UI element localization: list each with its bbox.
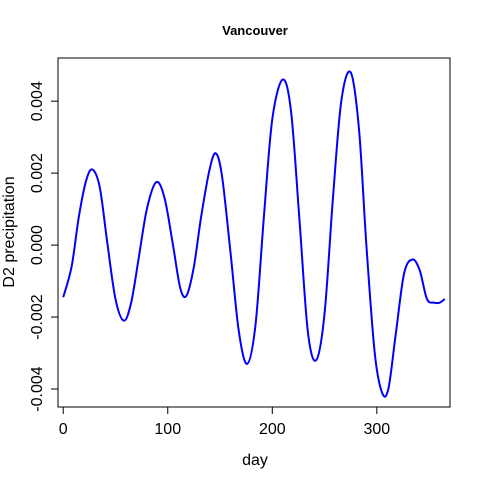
- chart-title: Vancouver: [222, 23, 288, 38]
- x-tick-label: 100: [154, 421, 181, 438]
- series-group: [62, 70, 446, 398]
- series-line: [62, 70, 446, 398]
- y-axis: -0.004 -0.002 0.000 0.002 0.004: [29, 81, 59, 412]
- y-tick-label: 0.004: [29, 81, 46, 121]
- y-tick-label: -0.002: [29, 294, 46, 339]
- x-tick-label: 300: [363, 421, 390, 438]
- x-tick-label: 200: [259, 421, 286, 438]
- y-tick-label: 0.000: [29, 225, 46, 265]
- y-tick-label: 0.002: [29, 153, 46, 193]
- plot-frame: [57, 57, 451, 408]
- x-tick-label: 0: [59, 421, 68, 438]
- y-tick-label: -0.004: [29, 366, 46, 411]
- y-axis-label: D2 precipitation: [1, 176, 18, 287]
- x-axis-label: day: [242, 452, 268, 469]
- x-axis: 0 100 200 300: [59, 406, 390, 438]
